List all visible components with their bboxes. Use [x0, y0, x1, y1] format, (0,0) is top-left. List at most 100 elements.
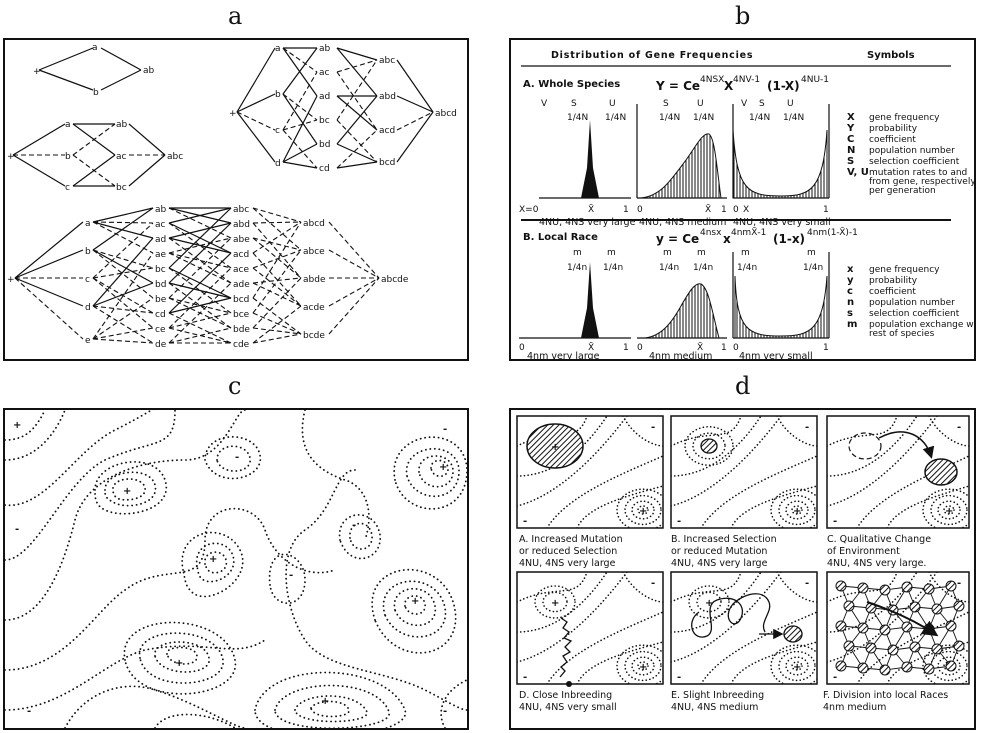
contour-line — [204, 551, 228, 574]
caption-d-f-line2: 4nm medium — [823, 702, 886, 713]
peak-marker: + — [175, 658, 183, 669]
svg-text:acd: acd — [379, 126, 395, 136]
svg-text:ab: ab — [155, 205, 167, 215]
caption-b3: 4nm very small — [739, 351, 813, 359]
caption-d-a-line1: A. Increased Mutation — [519, 534, 623, 545]
svg-text:X: X — [724, 79, 734, 93]
svg-text:c: c — [85, 275, 90, 285]
svg-text:1: 1 — [623, 343, 629, 353]
contour-line — [5, 410, 176, 561]
svg-text:abce: abce — [303, 247, 325, 257]
svg-text:(1-x): (1-x) — [773, 232, 805, 246]
contour-line — [5, 410, 246, 621]
svg-text:U: U — [609, 99, 616, 109]
svg-text:abcd: abcd — [303, 219, 325, 229]
contour-line — [440, 679, 467, 728]
valley-marker: - — [352, 520, 356, 531]
caption-b1: 4nm very large — [527, 351, 600, 359]
svg-text:m: m — [697, 248, 706, 258]
svg-text:4NV-1: 4NV-1 — [733, 75, 760, 85]
svg-text:ac: ac — [155, 220, 166, 230]
symbol-symA-1: Y — [846, 123, 855, 134]
svg-text:4nsx: 4nsx — [700, 228, 722, 238]
valley-marker: - — [651, 578, 655, 589]
peak-marker: + — [945, 506, 953, 517]
symbol-desc-symB-5: rest of species — [869, 329, 935, 339]
peak-marker: + — [411, 596, 419, 607]
svg-text:0: 0 — [637, 343, 643, 353]
svg-text:1: 1 — [623, 205, 629, 215]
symbols-header: Symbols — [867, 50, 915, 61]
symbol-desc-symA-5: from gene, respectively, — [869, 177, 974, 187]
svg-text:S: S — [571, 99, 577, 109]
svg-text:y = Ce: y = Ce — [656, 232, 699, 246]
symbol-symA-5: V, U — [847, 167, 869, 178]
svg-text:X: X — [743, 205, 749, 215]
svg-text:0: 0 — [733, 205, 739, 215]
contour-line — [123, 621, 237, 695]
contour-line — [349, 522, 373, 550]
svg-text:1/4N: 1/4N — [693, 113, 714, 123]
caption-d-c-line3: 4NU, 4NS very large. — [827, 558, 926, 569]
svg-text:m: m — [607, 248, 616, 258]
plot-b3-very-small: m m 1/4n 1/4n 0 1 4nm very small — [732, 248, 830, 359]
svg-text:x: x — [723, 232, 731, 246]
svg-text:a: a — [65, 120, 71, 130]
contour-line — [5, 507, 336, 671]
evolutionary-scenarios: A. Increased Mutation or reduced Selecti… — [516, 415, 970, 713]
svg-text:m: m — [807, 248, 816, 258]
peak-marker: + — [13, 420, 21, 431]
svg-text:bcd: bcd — [379, 158, 395, 168]
scenario-c-map: + - - — [826, 415, 970, 529]
caption-d-e-line1: E. Slight Inbreeding — [671, 690, 764, 701]
svg-text:1/4N: 1/4N — [783, 113, 804, 123]
svg-text:1: 1 — [721, 205, 727, 215]
contour-line — [5, 410, 66, 461]
svg-text:Y = Ce: Y = Ce — [655, 79, 700, 93]
contour-line — [405, 447, 460, 498]
contour-line — [393, 436, 467, 510]
svg-text:cde: cde — [233, 340, 250, 350]
section-b-title: B. Local Race — [523, 232, 598, 243]
svg-text:a: a — [92, 43, 98, 53]
svg-text:ab: ab — [319, 44, 331, 54]
symbol-desc-symA-5: per generation — [869, 186, 936, 196]
svg-text:b: b — [85, 247, 91, 257]
svg-text:ad: ad — [319, 92, 330, 102]
svg-text:1/4N: 1/4N — [567, 113, 588, 123]
caption-d-c-line2: of Environment — [827, 546, 900, 557]
symbol-symB-1: y — [847, 275, 854, 286]
svg-text:1/4n: 1/4n — [567, 263, 587, 273]
symbol-desc-symA-5: mutation rates to and — [869, 168, 967, 178]
caption-d-b-line3: 4NU, 4NS very large — [671, 558, 768, 569]
svg-text:abde: abde — [303, 275, 326, 285]
contour-line — [393, 587, 436, 627]
svg-text:+: + — [33, 67, 41, 77]
svg-text:+: + — [551, 598, 559, 609]
contour-line — [254, 671, 406, 728]
svg-text:(1-X): (1-X) — [767, 79, 800, 93]
svg-text:bc: bc — [155, 265, 166, 275]
symbol-desc-symB-5: population exchange with — [869, 320, 974, 330]
caption-a1: 4NU, 4NS very large — [539, 217, 636, 228]
svg-text:1: 1 — [823, 343, 829, 353]
svg-text:m: m — [663, 248, 672, 258]
contour-line — [274, 684, 390, 728]
svg-text:ab: ab — [143, 66, 155, 76]
valley-marker: - — [27, 706, 31, 717]
caption-d-d-line2: 4NU, 4NS very small — [519, 702, 617, 713]
contour-line — [5, 410, 46, 441]
svg-text:4nm(1-X̄)-1: 4nm(1-X̄)-1 — [807, 226, 858, 238]
panel-d: A. Increased Mutation or reduced Selecti… — [509, 408, 976, 730]
symbol-symA-4: S — [847, 156, 854, 167]
caption-d-d-line1: D. Close Inbreeding — [519, 690, 612, 701]
caption-d-e-line2: 4NU, 4NS medium — [671, 702, 758, 713]
panel-d-label: d — [735, 372, 751, 400]
symbol-symB-5: m — [847, 319, 857, 330]
svg-text:cd: cd — [155, 310, 166, 320]
caption-a2: 4NU, 4NS medium — [639, 217, 726, 228]
svg-text:1/4N: 1/4N — [605, 113, 626, 123]
symbol-desc-symB-2: coefficient — [869, 287, 916, 297]
peak-marker: + — [209, 554, 217, 565]
svg-text:1/4n: 1/4n — [737, 263, 757, 273]
